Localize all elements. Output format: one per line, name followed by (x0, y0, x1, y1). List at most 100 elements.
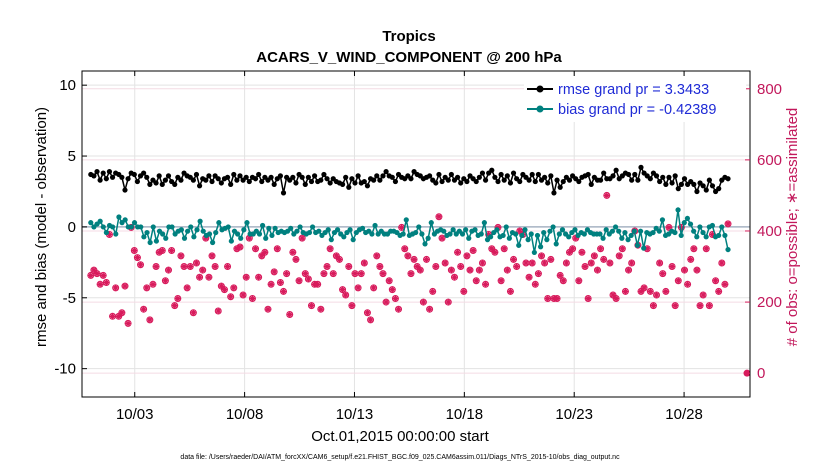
rmse-point (215, 176, 221, 182)
rmse-point (392, 178, 399, 185)
rmse-point (259, 178, 265, 185)
bias-point (419, 231, 425, 237)
bias-point (441, 228, 447, 234)
bias-point (153, 238, 159, 244)
rmse-point (439, 178, 445, 185)
obs-assimilated-marker (541, 259, 548, 267)
obs-assimilated-marker (619, 245, 626, 252)
obs-assimilated-marker (544, 295, 551, 302)
rmse-point (635, 177, 641, 183)
bias-point (619, 235, 625, 241)
rmse-point (666, 174, 672, 180)
obs-assimilated-marker (644, 245, 651, 252)
bias-point (566, 234, 572, 240)
obs-assimilated-marker (305, 275, 312, 283)
rmse-point (632, 171, 638, 178)
x-axis-label: Oct.01,2015 00:00:00 start (311, 428, 489, 445)
obs-point (718, 259, 726, 267)
obs-point (600, 255, 608, 263)
rmse-point (657, 178, 663, 185)
obs-point (379, 270, 387, 278)
obs-assimilated-marker (295, 277, 303, 284)
obs-point (693, 266, 701, 274)
obs-assimilated-marker (103, 279, 110, 286)
rmse-point (343, 174, 349, 180)
rmse-point (119, 174, 125, 180)
bias-point (110, 224, 116, 230)
rmse-point (147, 181, 153, 187)
rmse-point (228, 181, 234, 187)
obs-point (640, 284, 648, 292)
rmse-point (103, 176, 109, 182)
rmse-point (277, 173, 284, 179)
obs-point (121, 282, 129, 290)
obs-point (500, 245, 508, 253)
obs-point (503, 266, 511, 274)
obs-assimilated-marker (404, 252, 412, 260)
rmse-point (178, 177, 184, 183)
bias-point (641, 245, 647, 251)
obs-assimilated-marker (454, 249, 461, 256)
obs-assimilated-marker (625, 266, 632, 274)
bias-point (694, 234, 700, 240)
rmse-point (97, 177, 103, 183)
obs-point (401, 245, 409, 253)
bias-point (244, 220, 250, 226)
rmse-point (252, 176, 259, 182)
rmse-point (507, 180, 514, 186)
rmse-point (545, 180, 551, 186)
rmse-point (172, 181, 178, 187)
bias-point (181, 235, 188, 241)
obs-assimilated-marker (724, 220, 732, 228)
obs-point (146, 316, 154, 324)
bias-point (556, 231, 562, 237)
obs-assimilated-marker (342, 291, 349, 299)
rmse-point (246, 178, 252, 185)
obs-point (712, 277, 720, 285)
bias-point (463, 227, 469, 233)
obs-assimilated-marker (653, 291, 660, 299)
obs-point (224, 263, 232, 271)
obs-assimilated-marker (177, 252, 185, 260)
bias-point (359, 225, 366, 231)
rmse-point (339, 181, 346, 187)
obs-assimilated-marker (420, 298, 427, 306)
obs-point (674, 277, 682, 285)
obs-assimilated-marker (152, 263, 160, 270)
obs-assimilated-marker (441, 259, 449, 267)
obs-assimilated-marker (382, 298, 390, 306)
rmse-point (554, 177, 560, 183)
obs-assimilated-marker (373, 252, 380, 260)
obs-point (724, 220, 732, 228)
bias-point (191, 234, 197, 240)
obs-assimilated-marker (693, 266, 701, 274)
rmse-point (479, 170, 486, 176)
obs-point (621, 287, 629, 295)
rmse-point (454, 174, 461, 180)
bias-point (597, 231, 603, 237)
obs-assimilated-marker (233, 245, 241, 252)
obs-assimilated-marker (292, 256, 300, 263)
bias-point (369, 231, 375, 237)
rmse-point (629, 177, 635, 183)
bias-point (138, 224, 144, 230)
bias-point (413, 229, 419, 236)
obs-assimilated-marker (109, 313, 116, 320)
obs-point (267, 280, 275, 288)
rmse-series (88, 164, 731, 196)
y2-tick-label: 200 (757, 294, 782, 311)
obs-assimilated-marker (330, 270, 337, 277)
obs-assimilated-marker (476, 266, 483, 274)
bias-point (200, 228, 206, 234)
bias-point (538, 244, 544, 250)
obs-assimilated-marker (435, 213, 443, 220)
bias-point (325, 227, 331, 233)
obs-assimilated-marker (581, 263, 589, 270)
obs-assimilated-marker (361, 259, 368, 267)
bias-point (272, 225, 278, 231)
rmse-point (280, 190, 287, 196)
obs-assimilated-marker (575, 277, 583, 284)
bias-point (631, 228, 637, 234)
x-tick-label: 10/28 (665, 406, 703, 423)
rmse-point (231, 171, 237, 178)
